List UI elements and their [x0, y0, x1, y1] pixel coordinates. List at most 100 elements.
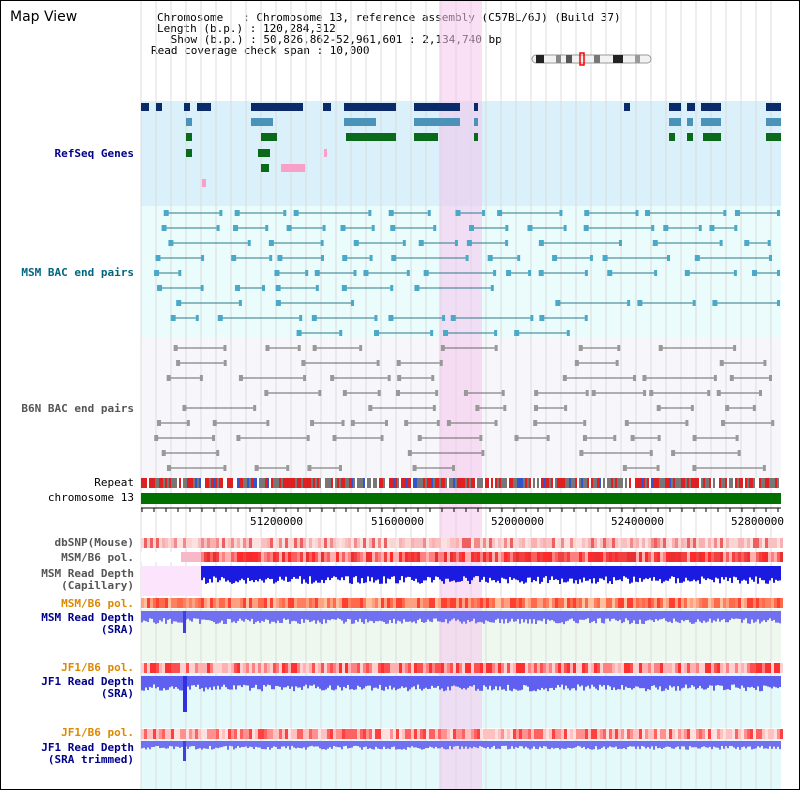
bac-end — [341, 285, 347, 291]
jf1-b6-pol-trim-label[interactable]: JF1/B6 pol. — [61, 726, 134, 739]
heat-cell — [720, 729, 723, 739]
depth-bar — [491, 566, 493, 581]
chromosome-13-bar[interactable] — [141, 493, 781, 504]
selected-region-highlight[interactable] — [439, 1, 482, 789]
depth-bar — [649, 741, 651, 749]
heat-cell — [657, 729, 660, 739]
bac-end — [350, 420, 355, 426]
repeat-element — [663, 478, 665, 488]
heat-cell — [567, 663, 570, 673]
heat-cell — [432, 538, 435, 548]
bac-end — [407, 450, 412, 456]
depth-bar — [607, 611, 609, 619]
msm-b6-pol-label[interactable]: MSM/B6 pol. — [61, 551, 134, 564]
depth-bar — [663, 676, 665, 691]
msm-b6-pol-sra-label[interactable]: MSM/B6 pol. — [61, 597, 134, 610]
depth-bar — [231, 611, 233, 623]
heat-cell — [750, 598, 753, 608]
heat-cell — [261, 663, 264, 673]
heat-cell — [549, 729, 552, 739]
depth-bar — [355, 611, 357, 621]
depth-bar — [735, 741, 737, 749]
depth-bar — [545, 741, 547, 747]
b6n-bac-label[interactable]: B6N BAC end pairs — [21, 402, 134, 415]
heat-cell — [198, 729, 201, 739]
bac-end — [644, 210, 650, 216]
depth-bar — [337, 741, 339, 748]
repeat-element — [191, 478, 193, 488]
heat-cell — [423, 552, 426, 562]
depth-bar — [751, 566, 753, 580]
heat-cell — [741, 598, 744, 608]
heat-cell — [513, 552, 516, 562]
bac-end — [436, 420, 440, 426]
heat-cell — [489, 552, 492, 562]
depth-bar — [621, 741, 623, 749]
refseq-gene — [346, 133, 396, 141]
msm-bac-label[interactable]: MSM BAC end pairs — [21, 266, 134, 279]
heatmap-tracks[interactable] — [141, 538, 783, 739]
heat-cell — [393, 729, 396, 739]
depth-bar — [649, 611, 651, 620]
repeat-label[interactable]: Repeat — [94, 476, 134, 489]
jf1-b6-pol-label[interactable]: JF1/B6 pol. — [61, 661, 134, 674]
depth-bar — [443, 566, 445, 584]
dbsnp-label[interactable]: dbSNP(Mouse) — [54, 536, 134, 549]
repeat-element — [283, 478, 285, 488]
depth-bar — [271, 741, 273, 748]
depth-bar — [183, 611, 186, 633]
refseq-genes-features[interactable] — [141, 103, 781, 187]
jf1-depth-trim-label[interactable]: JF1 Read Depth (SRA trimmed) — [41, 742, 134, 766]
depth-bar — [317, 676, 319, 687]
bac-end — [388, 210, 394, 216]
heat-cell — [639, 729, 642, 739]
heat-cell — [558, 729, 561, 739]
jf1-depth-sra-label[interactable]: JF1 Read Depth (SRA) — [41, 676, 134, 700]
repeat-element — [159, 478, 161, 488]
depth-bar — [707, 611, 709, 622]
depth-bar — [479, 741, 481, 747]
b6n-bac-pairs-features[interactable] — [154, 345, 775, 471]
depth-bar — [231, 566, 233, 584]
read-depth-tracks[interactable] — [141, 566, 781, 761]
depth-bar — [669, 566, 671, 579]
repeat-element — [249, 478, 251, 488]
repeat-element — [259, 478, 261, 488]
depth-bar — [637, 566, 639, 583]
refseq-genes-label[interactable]: RefSeq Genes — [54, 147, 134, 160]
depth-bar — [419, 741, 421, 749]
depth-bar — [391, 741, 393, 748]
heat-cell — [237, 552, 240, 562]
heat-cell — [246, 729, 249, 739]
msm-bac-pairs-features[interactable] — [154, 210, 780, 336]
msm-depth-sra-label[interactable]: MSM Read Depth (SRA) — [41, 612, 134, 636]
heat-cell — [564, 538, 567, 548]
heat-cell — [447, 538, 450, 548]
heat-cell — [579, 663, 582, 673]
depth-bar — [495, 676, 497, 687]
depth-bar — [667, 566, 669, 581]
bac-end — [450, 315, 456, 321]
chromosome-label[interactable]: chromosome 13 — [47, 491, 134, 504]
depth-bar — [473, 676, 475, 685]
depth-bar — [597, 611, 599, 619]
depth-bar — [527, 676, 529, 687]
heat-cell — [558, 552, 561, 562]
repeat-track[interactable] — [141, 478, 781, 488]
heat-cell — [606, 663, 609, 673]
depth-bar — [631, 676, 633, 690]
heat-cell — [612, 663, 615, 673]
chromosome-ideogram[interactable] — [531, 52, 652, 66]
depth-bar — [163, 741, 165, 748]
heat-cell — [423, 663, 426, 673]
depth-bar — [211, 741, 213, 750]
heat-cell — [294, 538, 297, 548]
depth-bar — [249, 741, 251, 747]
depth-bar — [747, 566, 749, 584]
depth-bar — [327, 676, 329, 688]
depth-bar — [425, 611, 427, 623]
msm-depth-capillary-label[interactable]: MSM Read Depth (Capillary) — [41, 568, 134, 592]
depth-bar — [509, 741, 511, 749]
depth-bar — [377, 676, 379, 689]
